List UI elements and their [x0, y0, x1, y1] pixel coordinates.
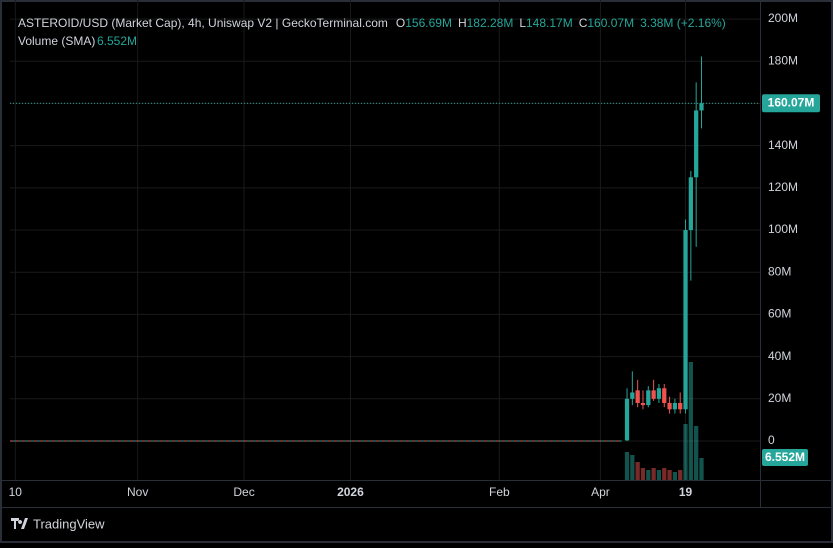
y-tick-label: 140M [768, 138, 798, 152]
volume-bar [678, 470, 683, 480]
y-tick-label: 200M [768, 11, 798, 25]
ohlc-legend: O156.69M H182.28M L148.17M C160.07M 3.38M (+… [396, 16, 726, 30]
volume-bar [624, 452, 630, 480]
ohlc-key: H [458, 16, 467, 30]
volume-bar [656, 470, 662, 480]
ohlc-value: 156.69M [405, 16, 452, 30]
y-tick-label: 100M [768, 222, 798, 236]
volume-bar [630, 455, 635, 480]
volume-bar [635, 462, 640, 480]
ohlc-value: 148.17M [526, 16, 573, 30]
last-price-label: 160.07M [768, 95, 815, 109]
volume-bar [694, 426, 699, 480]
candle-body [630, 392, 635, 399]
ohlc-key: C [579, 16, 588, 30]
candle-body [678, 403, 683, 410]
y-tick-label: 120M [768, 180, 798, 194]
volume-bar [662, 468, 667, 480]
volume-title: Volume (SMA) [18, 34, 95, 48]
volume-bar [683, 424, 688, 480]
candle-body [656, 388, 662, 399]
candle-body [662, 388, 667, 404]
candle-body [651, 390, 656, 399]
logo [11, 518, 28, 529]
y-tick-label: 0 [768, 433, 775, 447]
volume-bar [699, 458, 704, 480]
ohlc-value: 182.28M [467, 16, 514, 30]
x-tick-label: 19 [679, 485, 693, 499]
ohlc-key: L [519, 16, 526, 30]
footer-brand: TradingView [33, 516, 105, 531]
candle-body [635, 390, 640, 404]
y-tick-label: 180M [768, 53, 798, 67]
volume-bar [667, 470, 672, 480]
y-tick-label: 60M [768, 307, 791, 321]
candle-body [699, 103, 704, 111]
volume-bar [640, 468, 646, 480]
candle-body [683, 230, 688, 410]
volume-label-box [762, 449, 808, 466]
candle-body [688, 177, 693, 231]
x-tick-label: Feb [489, 485, 510, 499]
chart-title: ASTEROID/USD (Market Cap), 4h, Uniswap V… [18, 16, 388, 30]
volume-bar [688, 362, 693, 480]
volume-bar [651, 468, 656, 480]
change: 3.38M (+2.16%) [640, 16, 726, 30]
volume-bar [646, 470, 651, 480]
volume-bar [672, 472, 678, 480]
x-tick-label: Apr [591, 485, 610, 499]
marks [10, 56, 760, 480]
y-tick-label: 40M [768, 349, 791, 363]
x-tick-label: 2026 [337, 485, 364, 499]
candle-body [624, 398, 630, 441]
x-tick-label: Dec [233, 485, 254, 499]
candle-body [672, 403, 678, 410]
y-tick-label: 80M [768, 264, 791, 278]
labels: 020M40M60M80M100M120M140M160M180M200M10N… [9, 11, 820, 499]
candle-body [646, 390, 651, 406]
last-price-box [762, 94, 820, 113]
candle-body [694, 110, 699, 178]
volume-sma: 6.552M [97, 34, 137, 48]
x-tick-label: Nov [127, 485, 148, 499]
candle-body [667, 403, 672, 410]
volume-axis-label: 6.552M [765, 450, 805, 464]
candle-body [640, 403, 646, 406]
y-tick-label: 20M [768, 391, 791, 405]
ohlc-value: 160.07M [587, 16, 634, 30]
x-tick-label: 10 [9, 485, 23, 499]
ohlc-key: O [396, 16, 405, 30]
